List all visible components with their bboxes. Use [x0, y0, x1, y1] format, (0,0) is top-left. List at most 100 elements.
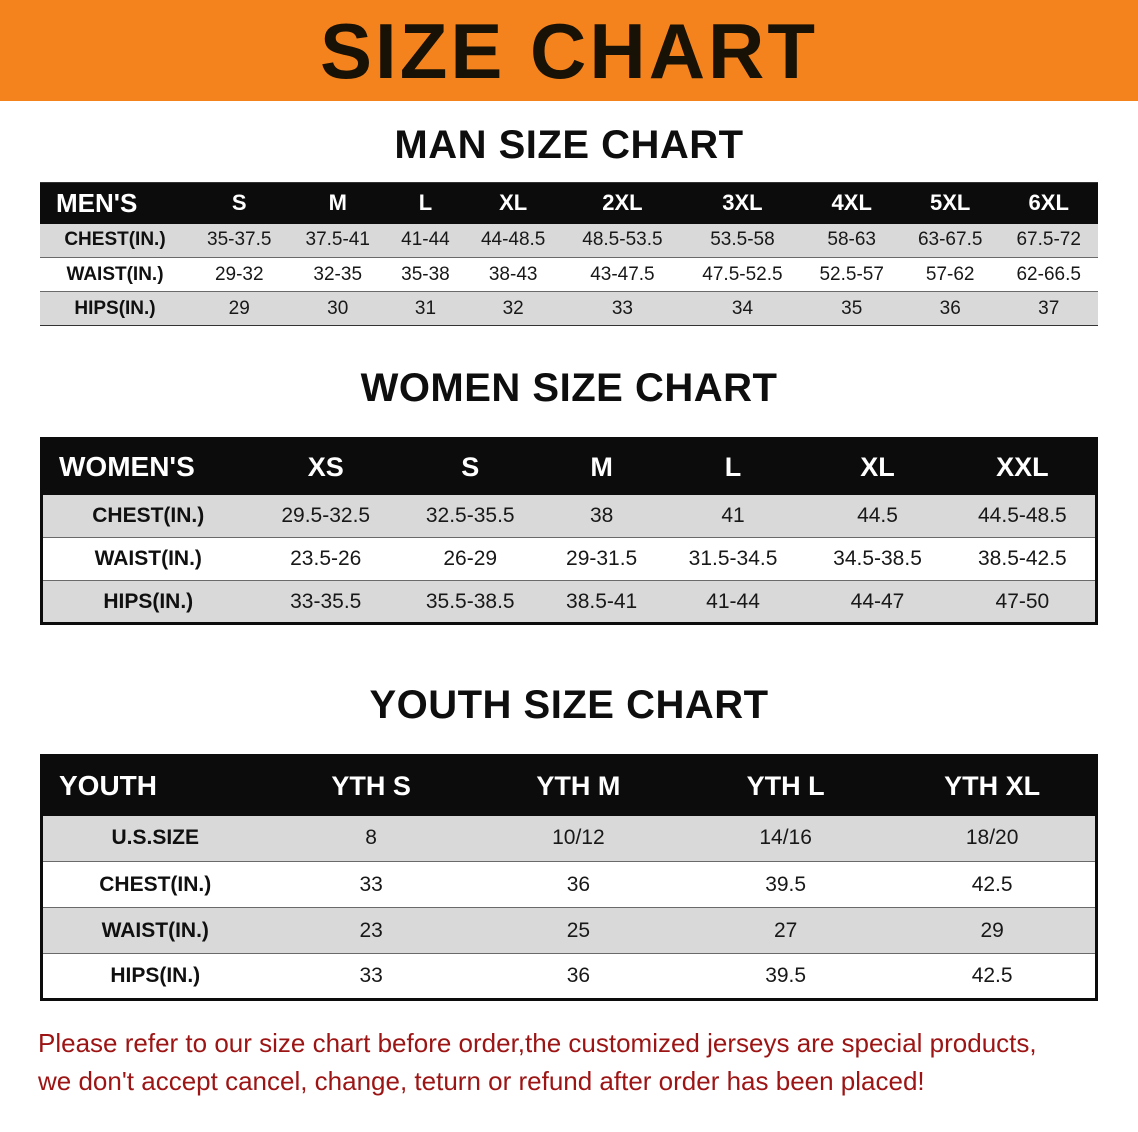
measurement-cell: 57-62: [925, 263, 975, 285]
measurement-cell: 38-43: [488, 263, 538, 285]
measurement-cell: 33: [359, 964, 383, 987]
measurement-cell: 35-37.5: [207, 229, 272, 251]
size-column-header: L: [418, 190, 433, 216]
measurement-cell: 39.5: [765, 872, 807, 896]
table-row: U.S.SIZE 8 10/12 14/16 18/20: [41, 815, 1097, 862]
measurement-cell: 30: [327, 297, 349, 319]
measurement-cell: 35-38: [401, 263, 450, 285]
size-column-header: 3XL: [722, 190, 763, 216]
measurement-cell: 31.5-34.5: [688, 547, 778, 570]
size-column-header: S: [461, 451, 480, 482]
measurement-cell: 10/12: [552, 826, 605, 850]
measurement-cell: 44-48.5: [480, 229, 546, 251]
measurement-cell: 41-44: [401, 229, 450, 251]
measurement-cell: 29-32: [214, 263, 264, 285]
table-header-row: WOMEN'S XS S M L XL XXL: [41, 438, 1097, 495]
row-label: WAIST(IN.): [66, 263, 164, 285]
measurement-cell: 62-66.5: [1016, 263, 1081, 285]
size-column-header: L: [724, 451, 742, 482]
measurement-cell: 33: [611, 297, 633, 319]
row-label: CHEST(IN.): [64, 229, 166, 251]
disclaimer-line-1: Please refer to our size chart before or…: [38, 1028, 1037, 1058]
measurement-cell: 39.5: [765, 964, 807, 987]
measurement-cell: 48.5-53.5: [582, 229, 663, 251]
measurement-cell: 42.5: [971, 872, 1013, 896]
measurement-cell: 29: [228, 297, 250, 319]
row-label: CHEST(IN.): [92, 503, 205, 527]
measurement-cell: 32.5-35.5: [425, 503, 515, 527]
women-size-section: WOMEN SIZE CHART WOMEN'S XS S M L XL XXL CHEST(…: [0, 366, 1138, 625]
measurement-cell: 47-50: [995, 589, 1050, 613]
measurement-cell: 41-44: [706, 589, 760, 613]
measurement-cell: 67.5-72: [1016, 229, 1081, 251]
measurement-cell: 8: [365, 826, 377, 850]
size-column-header: M: [590, 451, 613, 482]
table-row: HIPS(IN.) 33-35.5 35.5-38.5 38.5-41 41-44 44-…: [41, 580, 1097, 624]
table-row: HIPS(IN.) 33 36 39.5 42.5: [41, 953, 1097, 1000]
size-column-header: YTH S: [331, 770, 411, 801]
size-column-header: 4XL: [831, 190, 872, 216]
table-row: WAIST(IN.) 29-32 32-35 35-38 38-43 43-47.5 47.…: [40, 257, 1098, 292]
measurement-cell: 37.5-41: [305, 229, 370, 251]
measurement-cell: 32: [502, 297, 524, 319]
measurement-cell: 18/20: [965, 826, 1019, 850]
measurement-cell: 23.5-26: [290, 547, 362, 570]
size-column-header: XS: [307, 451, 344, 482]
table-row: CHEST(IN.) 33 36 39.5 42.5: [41, 861, 1097, 908]
measurement-cell: 31: [414, 297, 437, 319]
measurement-cell: 23: [359, 918, 383, 942]
measurement-cell: 35.5-38.5: [425, 589, 515, 613]
measurement-cell: 43-47.5: [590, 263, 655, 285]
measurement-cell: 53.5-58: [710, 229, 775, 251]
disclaimer-note: Please refer to our size chart before or…: [0, 1025, 1138, 1100]
size-column-header: XL: [860, 451, 895, 482]
size-column-header: 6XL: [1028, 190, 1069, 216]
measurement-cell: 47.5-52.5: [702, 263, 783, 285]
measurement-cell: 58-63: [827, 229, 877, 251]
size-column-header: S: [231, 190, 247, 216]
measurement-cell: 37: [1038, 297, 1060, 319]
disclaimer-line-2: we don't accept cancel, change, teturn o…: [38, 1065, 925, 1096]
youth-size-table: YOUTH YTH S YTH M YTH L YTH XL U.S.SIZE 8 10/12…: [40, 754, 1098, 1001]
measurement-cell: 52.5-57: [819, 263, 884, 285]
youth-size-section: YOUTH SIZE CHART YOUTH YTH S YTH M YTH L YTH…: [0, 683, 1138, 1001]
measurement-cell: 34.5-38.5: [833, 547, 922, 570]
measurement-cell: 33: [359, 872, 383, 896]
table-row: WAIST(IN.) 23.5-26 26-29 29-31.5 31.5-34.5 34…: [41, 537, 1097, 581]
measurement-cell: 14/16: [759, 826, 812, 850]
row-label: HIPS(IN.): [110, 964, 201, 987]
men-section-heading: MAN SIZE CHART: [394, 123, 744, 167]
size-column-header: YTH XL: [944, 770, 1041, 801]
measurement-cell: 27: [773, 918, 798, 942]
measurement-cell: 29-31.5: [566, 547, 638, 570]
table-title-cell: YOUTH: [59, 770, 157, 802]
size-column-header: YTH M: [536, 770, 621, 801]
measurement-cell: 36: [939, 297, 961, 319]
row-label: CHEST(IN.): [99, 872, 212, 896]
measurement-cell: 25: [566, 918, 591, 942]
measurement-cell: 34: [731, 297, 754, 319]
youth-section-heading: YOUTH SIZE CHART: [369, 683, 769, 727]
measurement-cell: 26-29: [443, 547, 498, 570]
women-size-table: WOMEN'S XS S M L XL XXL CHEST(IN.) 29.5-32.5 32.5…: [40, 437, 1098, 625]
measurement-cell: 44.5-48.5: [978, 503, 1067, 527]
banner-title: SIZE CHART: [320, 6, 818, 95]
row-label: U.S.SIZE: [111, 826, 200, 850]
size-column-header: M: [328, 190, 347, 216]
measurement-cell: 36: [566, 872, 591, 896]
measurement-cell: 33-35.5: [290, 589, 362, 613]
size-column-header: YTH L: [746, 770, 825, 801]
size-column-header: 2XL: [602, 190, 643, 216]
measurement-cell: 42.5: [971, 964, 1013, 987]
measurement-cell: 36: [566, 964, 591, 987]
measurement-cell: 35: [841, 297, 863, 319]
measurement-cell: 41: [721, 503, 745, 527]
table-row: WAIST(IN.) 23 25 27 29: [41, 907, 1097, 954]
row-label: HIPS(IN.): [103, 589, 194, 613]
men-size-section: MAN SIZE CHART MEN'S S M L XL 2XL 3XL 4XL 5XL 6XL…: [0, 123, 1138, 326]
measurement-cell: 38: [589, 503, 614, 527]
row-label: WAIST(IN.): [101, 918, 209, 942]
table-row: CHEST(IN.) 35-37.5 37.5-41 41-44 44-48.5 48.5…: [40, 223, 1098, 258]
women-section-heading: WOMEN SIZE CHART: [360, 366, 778, 410]
measurement-cell: 38.5-42.5: [978, 547, 1067, 570]
